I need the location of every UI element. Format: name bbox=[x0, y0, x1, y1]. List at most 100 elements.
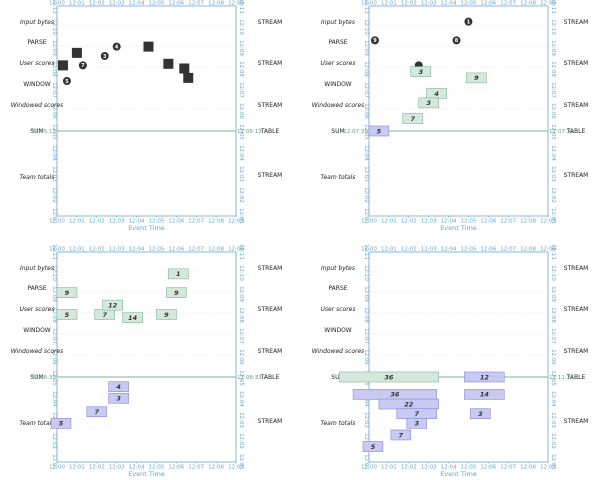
y-tick-right: 12:05 bbox=[238, 370, 244, 386]
y-tick-right: 12:06 bbox=[550, 349, 556, 365]
y-tick-left: 12:05 bbox=[51, 124, 57, 140]
y-tick-right: 12:01 bbox=[550, 454, 556, 470]
stream-label: STREAM bbox=[258, 306, 283, 313]
y-tick-right: 12:09 bbox=[238, 286, 244, 302]
x-tick-top: 12:05 bbox=[149, 1, 165, 7]
x-tick-bottom: 12:08 bbox=[208, 219, 224, 225]
windowed-score-box bbox=[122, 312, 143, 323]
team-total-box bbox=[108, 392, 129, 404]
y-tick-right: 12:05 bbox=[550, 124, 556, 140]
row-label-window: WINDOW bbox=[324, 327, 352, 334]
x-tick-bottom: 12:05 bbox=[149, 465, 165, 471]
windowed-score-value: 3 bbox=[418, 68, 423, 76]
user-score-dot bbox=[112, 42, 121, 51]
x-tick-bottom: 12:03 bbox=[109, 465, 125, 471]
y-tick-right: 12:08 bbox=[238, 307, 244, 323]
x-tick-top: 12:06 bbox=[168, 1, 184, 7]
y-tick-right: 12:11 bbox=[238, 0, 244, 14]
windowed-score-box bbox=[156, 309, 177, 320]
y-tick-left: 12:02 bbox=[51, 433, 57, 449]
x-tick-top: 12:09 bbox=[228, 1, 244, 7]
y-tick-left: 12:07 bbox=[51, 328, 57, 344]
stream-label: STREAM bbox=[564, 265, 589, 272]
x-tick-bottom: 12:02 bbox=[401, 219, 417, 225]
x-tick-top: 12:06 bbox=[168, 247, 184, 253]
x-tick-bottom: 12:06 bbox=[480, 219, 496, 225]
windowed-score-box bbox=[418, 97, 439, 109]
x-tick-bottom: 12:04 bbox=[441, 219, 457, 225]
axis-title: Event Time bbox=[440, 470, 477, 478]
y-tick-left: 12:09 bbox=[51, 40, 57, 56]
y-tick-left: 12:09 bbox=[51, 286, 57, 302]
windowed-score-value: 3 bbox=[426, 99, 431, 107]
y-tick-left: 12:03 bbox=[363, 166, 369, 182]
x-tick-bottom: 12:08 bbox=[520, 219, 536, 225]
sum-box bbox=[368, 125, 390, 137]
team-total-value: 7 bbox=[414, 410, 419, 418]
windowed-score-box bbox=[402, 113, 424, 124]
y-tick-right: 12:10 bbox=[238, 19, 244, 35]
watermark-time-right: 12:08:33 bbox=[237, 375, 262, 381]
y-tick-right: 12:08 bbox=[550, 307, 556, 323]
windowed-score-value: 9 bbox=[65, 289, 70, 297]
windowed-score-value: 4 bbox=[434, 90, 439, 98]
stream-label: STREAM bbox=[564, 19, 589, 26]
y-tick-left: 12:02 bbox=[363, 433, 369, 449]
raw-event-square bbox=[179, 63, 190, 74]
row-label-team-totals: Team totals bbox=[321, 420, 356, 427]
x-tick-top: 12:09 bbox=[228, 247, 244, 253]
x-tick-bottom: 12:03 bbox=[421, 465, 437, 471]
x-tick-top: 12:08 bbox=[208, 247, 224, 253]
y-tick-left: 12:01 bbox=[363, 208, 369, 224]
windowed-score-value: 7 bbox=[410, 115, 415, 123]
sum-value: 36 bbox=[384, 373, 394, 381]
user-score-value: 7 bbox=[81, 63, 85, 69]
x-tick-top: 12:08 bbox=[520, 1, 536, 7]
windowed-score-box bbox=[166, 287, 187, 298]
watermark-time-left: 12:05:13 bbox=[31, 129, 56, 135]
table-label: TABLE bbox=[566, 374, 586, 381]
stream-label: STREAM bbox=[258, 348, 283, 355]
x-tick-top: 12:02 bbox=[401, 1, 417, 7]
y-tick-right: 12:05 bbox=[550, 370, 556, 386]
team-total-value: 36 bbox=[390, 391, 400, 399]
x-tick-top: 12:07 bbox=[500, 1, 516, 7]
y-tick-left: 12:10 bbox=[363, 19, 369, 35]
x-tick-bottom: 12:07 bbox=[188, 465, 204, 471]
x-tick-top: 12:04 bbox=[129, 1, 145, 7]
row-label-window: WINDOW bbox=[324, 81, 352, 88]
row-label-parse: PARSE bbox=[328, 39, 347, 46]
y-tick-right: 12:07 bbox=[238, 328, 244, 344]
y-tick-left: 12:04 bbox=[363, 145, 369, 161]
user-score-dot bbox=[78, 61, 87, 70]
windowed-score-value: 7 bbox=[102, 311, 107, 319]
team-total-box bbox=[406, 418, 427, 429]
watermark-time-right: 12:07:39 bbox=[549, 129, 574, 135]
panel-bottom-right: 12:0012:0012:0112:0112:0212:0212:0312:03… bbox=[312, 244, 589, 478]
x-tick-bottom: 12:09 bbox=[540, 219, 556, 225]
row-label-team-totals: Team totals bbox=[321, 174, 356, 181]
x-tick-bottom: 12:00 bbox=[49, 219, 65, 225]
x-tick-top: 12:05 bbox=[461, 1, 477, 7]
raw-event-square bbox=[183, 72, 194, 83]
y-tick-right: 12:09 bbox=[550, 40, 556, 56]
y-tick-left: 12:10 bbox=[51, 265, 57, 281]
watermark-time-left: 12:07:39 bbox=[343, 129, 368, 135]
x-tick-top: 12:08 bbox=[520, 247, 536, 253]
x-tick-bottom: 12:09 bbox=[228, 465, 244, 471]
x-tick-bottom: 12:02 bbox=[401, 465, 417, 471]
row-label-sum: SUM bbox=[331, 374, 344, 381]
row-label-windowed-scores: Windowed scores bbox=[11, 102, 64, 109]
sum-value: 5 bbox=[377, 127, 382, 135]
y-tick-left: 12:01 bbox=[51, 208, 57, 224]
x-tick-bottom: 12:05 bbox=[149, 219, 165, 225]
x-tick-top: 12:01 bbox=[381, 1, 397, 7]
row-label-team-totals: Team totals bbox=[20, 174, 55, 181]
y-tick-right: 12:02 bbox=[550, 433, 556, 449]
y-tick-left: 12:06 bbox=[363, 103, 369, 119]
x-tick-bottom: 12:01 bbox=[381, 465, 397, 471]
row-label-parse: PARSE bbox=[328, 285, 347, 292]
team-total-value: 3 bbox=[478, 410, 483, 418]
user-score-dot bbox=[370, 36, 379, 45]
y-tick-right: 12:06 bbox=[238, 349, 244, 365]
